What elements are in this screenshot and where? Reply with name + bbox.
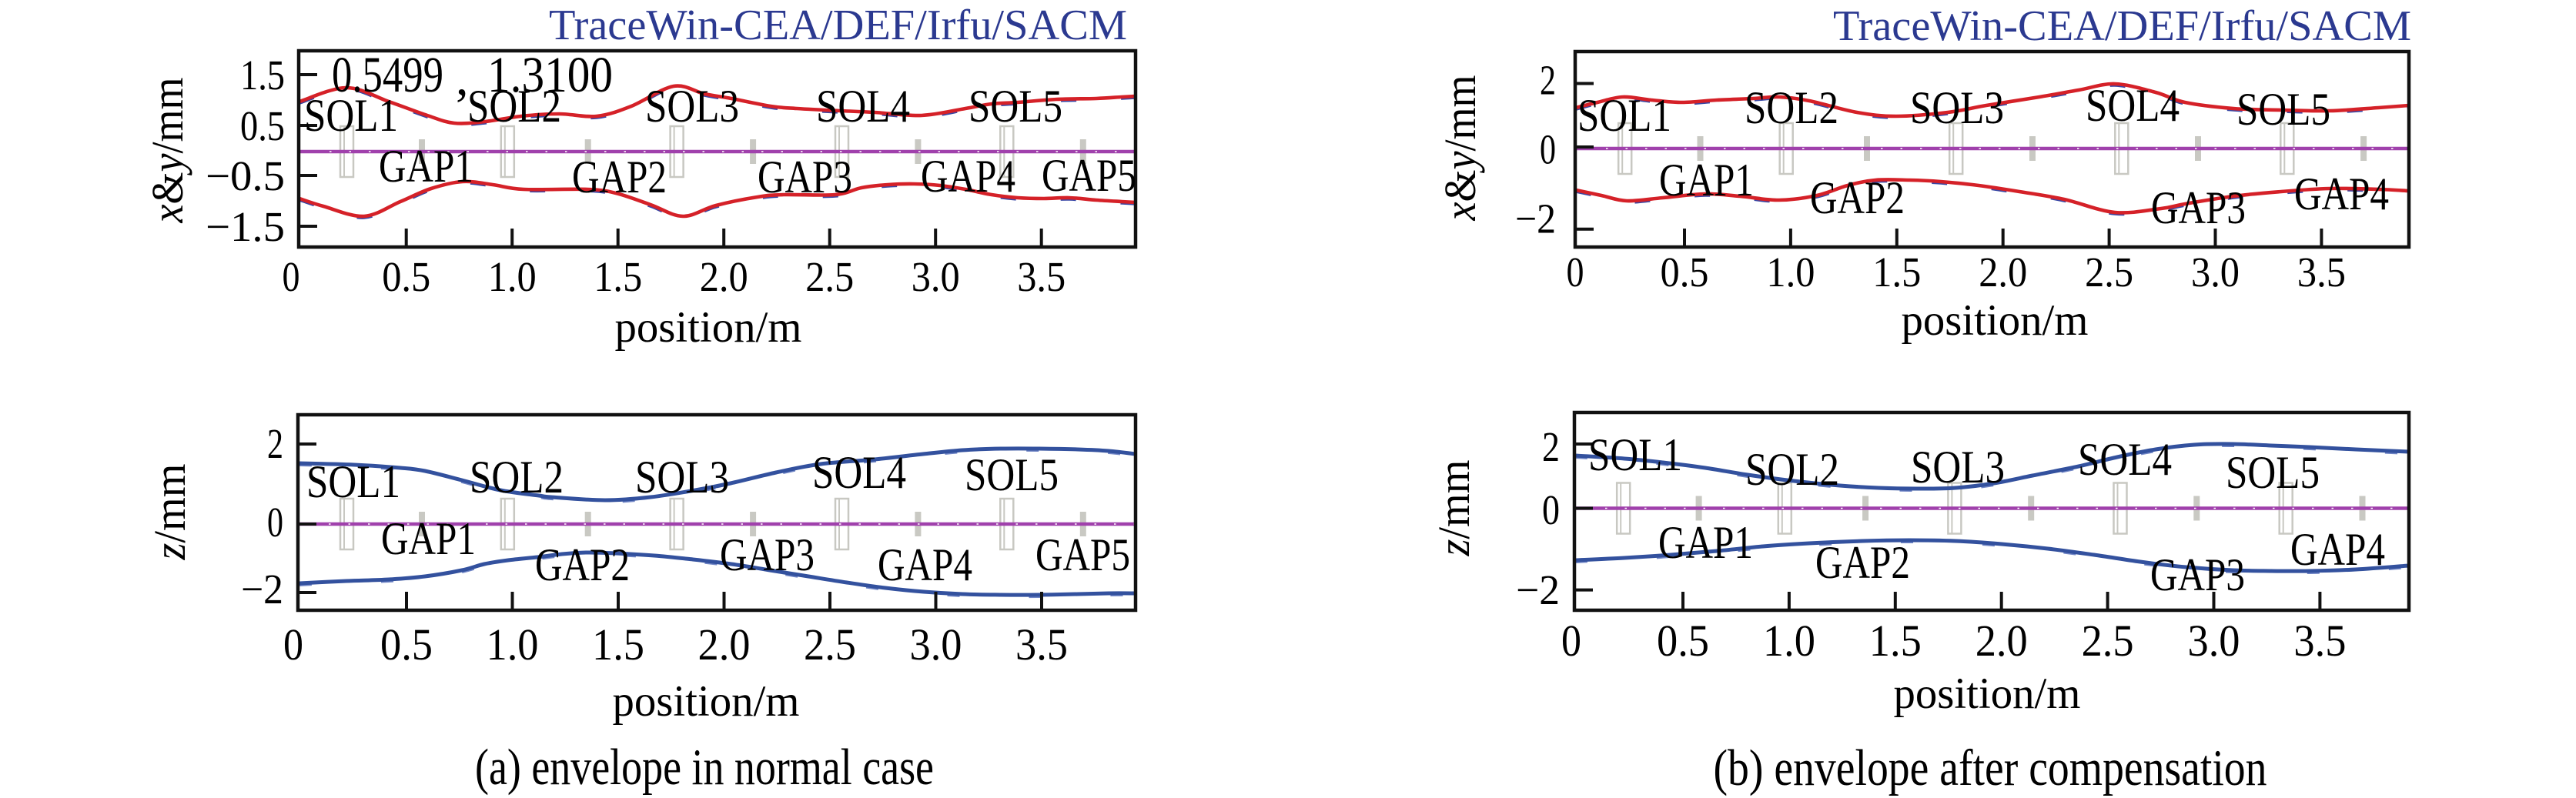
- svg-text:GAP3: GAP3: [2150, 549, 2245, 600]
- svg-text:GAP5: GAP5: [1042, 150, 1136, 201]
- svg-text:position/m: position/m: [615, 303, 802, 352]
- svg-text:position/m: position/m: [1902, 296, 2089, 345]
- svg-text:1.0: 1.0: [488, 253, 537, 300]
- svg-text:3.0: 3.0: [912, 253, 960, 300]
- svg-text:2.0: 2.0: [700, 253, 748, 300]
- svg-text:−1.5: −1.5: [206, 203, 285, 250]
- svg-text:2: 2: [1540, 57, 1556, 104]
- svg-text:SOL5: SOL5: [2226, 447, 2320, 498]
- svg-text:SOL3: SOL3: [645, 81, 739, 132]
- svg-text:GAP3: GAP3: [758, 152, 852, 202]
- svg-text:1.5: 1.5: [240, 52, 285, 98]
- svg-text:1.5: 1.5: [594, 253, 642, 300]
- svg-text:SOL3: SOL3: [635, 452, 729, 503]
- svg-text:SOL1: SOL1: [1577, 90, 1671, 141]
- svg-text:0.5: 0.5: [1661, 249, 1709, 295]
- svg-text:GAP2: GAP2: [535, 539, 630, 590]
- svg-text:2: 2: [267, 420, 283, 467]
- svg-text:2: 2: [1542, 423, 1560, 470]
- svg-text:,: ,: [456, 50, 469, 106]
- svg-text:1.0: 1.0: [1763, 616, 1815, 666]
- svg-text:3.0: 3.0: [2188, 616, 2240, 666]
- svg-text:SOL4: SOL4: [2086, 80, 2180, 131]
- svg-text:0.5: 0.5: [380, 619, 433, 669]
- svg-text:TraceWin-CEA/DEF/Irfu/SACM: TraceWin-CEA/DEF/Irfu/SACM: [1833, 2, 2411, 50]
- svg-text:SOL5: SOL5: [2236, 84, 2330, 135]
- svg-text:0.5: 0.5: [240, 102, 285, 149]
- svg-text:SOL3: SOL3: [1911, 442, 2005, 492]
- svg-text:−2: −2: [1516, 566, 1560, 613]
- svg-text:GAP2: GAP2: [1810, 172, 1905, 223]
- svg-text:TraceWin-CEA/DEF/Irfu/SACM: TraceWin-CEA/DEF/Irfu/SACM: [549, 2, 1127, 49]
- svg-text:0: 0: [283, 253, 300, 300]
- svg-text:GAP4: GAP4: [878, 539, 972, 590]
- svg-text:SOL1: SOL1: [306, 456, 400, 507]
- svg-text:GAP2: GAP2: [572, 152, 667, 202]
- svg-text:x&y/mm: x&y/mm: [142, 78, 192, 224]
- svg-text:3.5: 3.5: [1015, 619, 1068, 669]
- svg-text:GAP1: GAP1: [1658, 517, 1753, 568]
- svg-text:SOL5: SOL5: [965, 449, 1059, 500]
- svg-text:GAP4: GAP4: [2294, 169, 2389, 219]
- svg-text:SOL2: SOL2: [1745, 444, 1839, 495]
- svg-text:0: 0: [1561, 616, 1581, 666]
- svg-text:3.5: 3.5: [2293, 616, 2346, 666]
- svg-text:(a) envelope in normal case: (a) envelope in normal case: [475, 739, 934, 796]
- svg-text:SOL3: SOL3: [1910, 82, 2004, 133]
- svg-text:SOL5: SOL5: [969, 81, 1062, 132]
- svg-text:position/m: position/m: [1894, 669, 2081, 718]
- svg-text:3.5: 3.5: [1017, 253, 1066, 300]
- svg-text:0.5: 0.5: [1657, 616, 1709, 666]
- svg-text:GAP3: GAP3: [2151, 182, 2246, 233]
- svg-text:−0.5: −0.5: [206, 152, 285, 199]
- svg-text:GAP4: GAP4: [2290, 524, 2385, 575]
- svg-text:2.0: 2.0: [698, 619, 751, 669]
- svg-text:1.5: 1.5: [1872, 249, 1921, 295]
- svg-text:1.0: 1.0: [1766, 249, 1815, 295]
- svg-text:3.0: 3.0: [2191, 249, 2240, 295]
- svg-text:1.5: 1.5: [592, 619, 644, 669]
- svg-text:−2: −2: [1515, 195, 1556, 242]
- svg-text:SOL2: SOL2: [470, 452, 564, 503]
- svg-text:SOL2: SOL2: [467, 81, 561, 132]
- svg-text:SOL4: SOL4: [816, 81, 910, 132]
- svg-text:GAP4: GAP4: [921, 151, 1015, 202]
- svg-text:SOL4: SOL4: [2078, 434, 2172, 485]
- svg-text:GAP2: GAP2: [1815, 537, 1910, 588]
- svg-text:SOL2: SOL2: [1745, 82, 1838, 133]
- svg-text:3.5: 3.5: [2297, 249, 2346, 295]
- svg-text:2.5: 2.5: [805, 253, 854, 300]
- svg-text:2.5: 2.5: [2085, 249, 2133, 295]
- svg-text:x&y/mm: x&y/mm: [1435, 75, 1485, 222]
- svg-text:SOL4: SOL4: [812, 447, 906, 498]
- svg-text:0: 0: [283, 619, 303, 669]
- svg-text:2.5: 2.5: [2082, 616, 2134, 666]
- svg-text:z/mm: z/mm: [145, 464, 195, 561]
- svg-text:2.5: 2.5: [804, 619, 856, 669]
- svg-text:GAP1: GAP1: [1659, 155, 1754, 205]
- svg-text:1.0: 1.0: [487, 619, 539, 669]
- svg-text:1.5: 1.5: [1869, 616, 1922, 666]
- svg-text:0: 0: [267, 499, 283, 546]
- svg-text:1.3100: 1.3100: [487, 47, 613, 103]
- svg-text:−2: −2: [241, 566, 283, 613]
- svg-text:position/m: position/m: [613, 677, 800, 726]
- svg-text:0.5499: 0.5499: [332, 47, 443, 103]
- svg-text:(b) envelope after compensatio: (b) envelope after compensation: [1714, 740, 2267, 796]
- svg-text:z/mm: z/mm: [1429, 460, 1479, 557]
- svg-text:0: 0: [1567, 249, 1584, 295]
- svg-text:GAP3: GAP3: [720, 529, 815, 580]
- svg-text:0: 0: [1542, 486, 1560, 533]
- svg-text:2.0: 2.0: [1979, 249, 2027, 295]
- svg-text:SOL1: SOL1: [304, 90, 398, 141]
- svg-text:2.0: 2.0: [1975, 616, 2028, 666]
- svg-text:0: 0: [1540, 126, 1556, 173]
- svg-text:SOL1: SOL1: [1588, 429, 1682, 480]
- svg-text:GAP5: GAP5: [1035, 529, 1130, 580]
- svg-text:GAP1: GAP1: [379, 141, 473, 192]
- svg-text:3.0: 3.0: [910, 619, 962, 669]
- svg-text:GAP1: GAP1: [381, 513, 476, 564]
- svg-text:0.5: 0.5: [382, 253, 430, 300]
